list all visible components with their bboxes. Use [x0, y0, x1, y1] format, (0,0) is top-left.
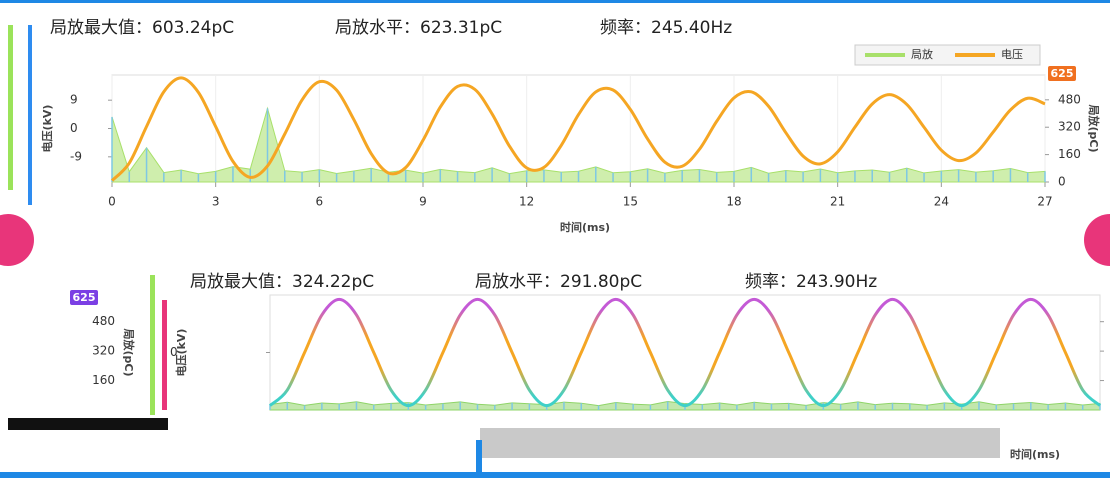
y-tick-label: -9 [70, 149, 82, 163]
y2-tick-label: 480 [1058, 92, 1081, 106]
stat-text: 局放最大值：324.22pC [190, 272, 374, 292]
x-tick-label: 0 [108, 195, 116, 209]
x-tick-label: 21 [830, 195, 845, 209]
x-tick-label: 6 [316, 195, 324, 209]
y2-tick-label: 320 [92, 344, 115, 358]
max-badge-label: 625 [1051, 67, 1074, 80]
glitch-strip [8, 25, 13, 190]
x-tick-label: 18 [726, 195, 741, 209]
scroll-bar[interactable] [480, 428, 1000, 458]
x-tick-label: 9 [419, 195, 427, 209]
voltage-line [110, 76, 1046, 182]
x-tick-label: 15 [623, 195, 638, 209]
side-button[interactable] [1084, 214, 1110, 266]
stat-text: 局放水平：623.31pC [335, 18, 502, 38]
y2-tick-label: 320 [1058, 120, 1081, 134]
glitch-block [8, 418, 168, 430]
glitch-strip [150, 275, 155, 415]
y2-axis-title: 局放(pC) [1087, 103, 1101, 152]
max-badge [1048, 66, 1076, 81]
scroll-handle[interactable] [476, 440, 482, 472]
x-axis-title: 时间(ms) [1010, 447, 1060, 461]
y2-tick-label: 0 [1058, 175, 1066, 189]
glitch-strip [162, 300, 167, 410]
max-badge [70, 290, 98, 305]
bottom-border [0, 472, 1110, 478]
voltage-line [268, 297, 1102, 408]
max-badge-label: 625 [73, 291, 96, 304]
y-axis-title: 电压(kV) [40, 105, 54, 153]
x-axis-title: 时间(ms) [560, 220, 610, 234]
y-tick-label: 0 [70, 121, 78, 135]
y-tick-label: 9 [70, 93, 78, 107]
y2-tick-label: 160 [1058, 147, 1081, 161]
y2-tick-label: 160 [92, 373, 115, 387]
x-tick-label: 3 [212, 195, 220, 209]
pd-area [111, 106, 1046, 183]
legend-box [854, 44, 1041, 66]
glitch-strip [28, 25, 32, 205]
stat-text: 局放最大值：603.24pC [50, 18, 234, 38]
legend-label: 局放 [911, 47, 933, 61]
stat-text: 频率：245.40Hz [600, 18, 732, 38]
y2-axis-title: 局放(pC) [122, 327, 136, 376]
top-border [0, 0, 1110, 3]
side-button[interactable] [0, 214, 34, 266]
stat-text: 局放水平：291.80pC [475, 272, 642, 292]
legend-label: 电压 [1001, 48, 1023, 61]
y2-tick-label: 480 [92, 314, 115, 328]
x-tick-label: 27 [1037, 195, 1052, 209]
x-tick-label: 12 [519, 195, 534, 209]
stat-text: 频率：243.90Hz [745, 272, 877, 292]
x-tick-label: 24 [934, 195, 949, 209]
y-tick-label: 0 [170, 345, 178, 359]
y-axis-title: 电压(kV) [174, 329, 188, 377]
